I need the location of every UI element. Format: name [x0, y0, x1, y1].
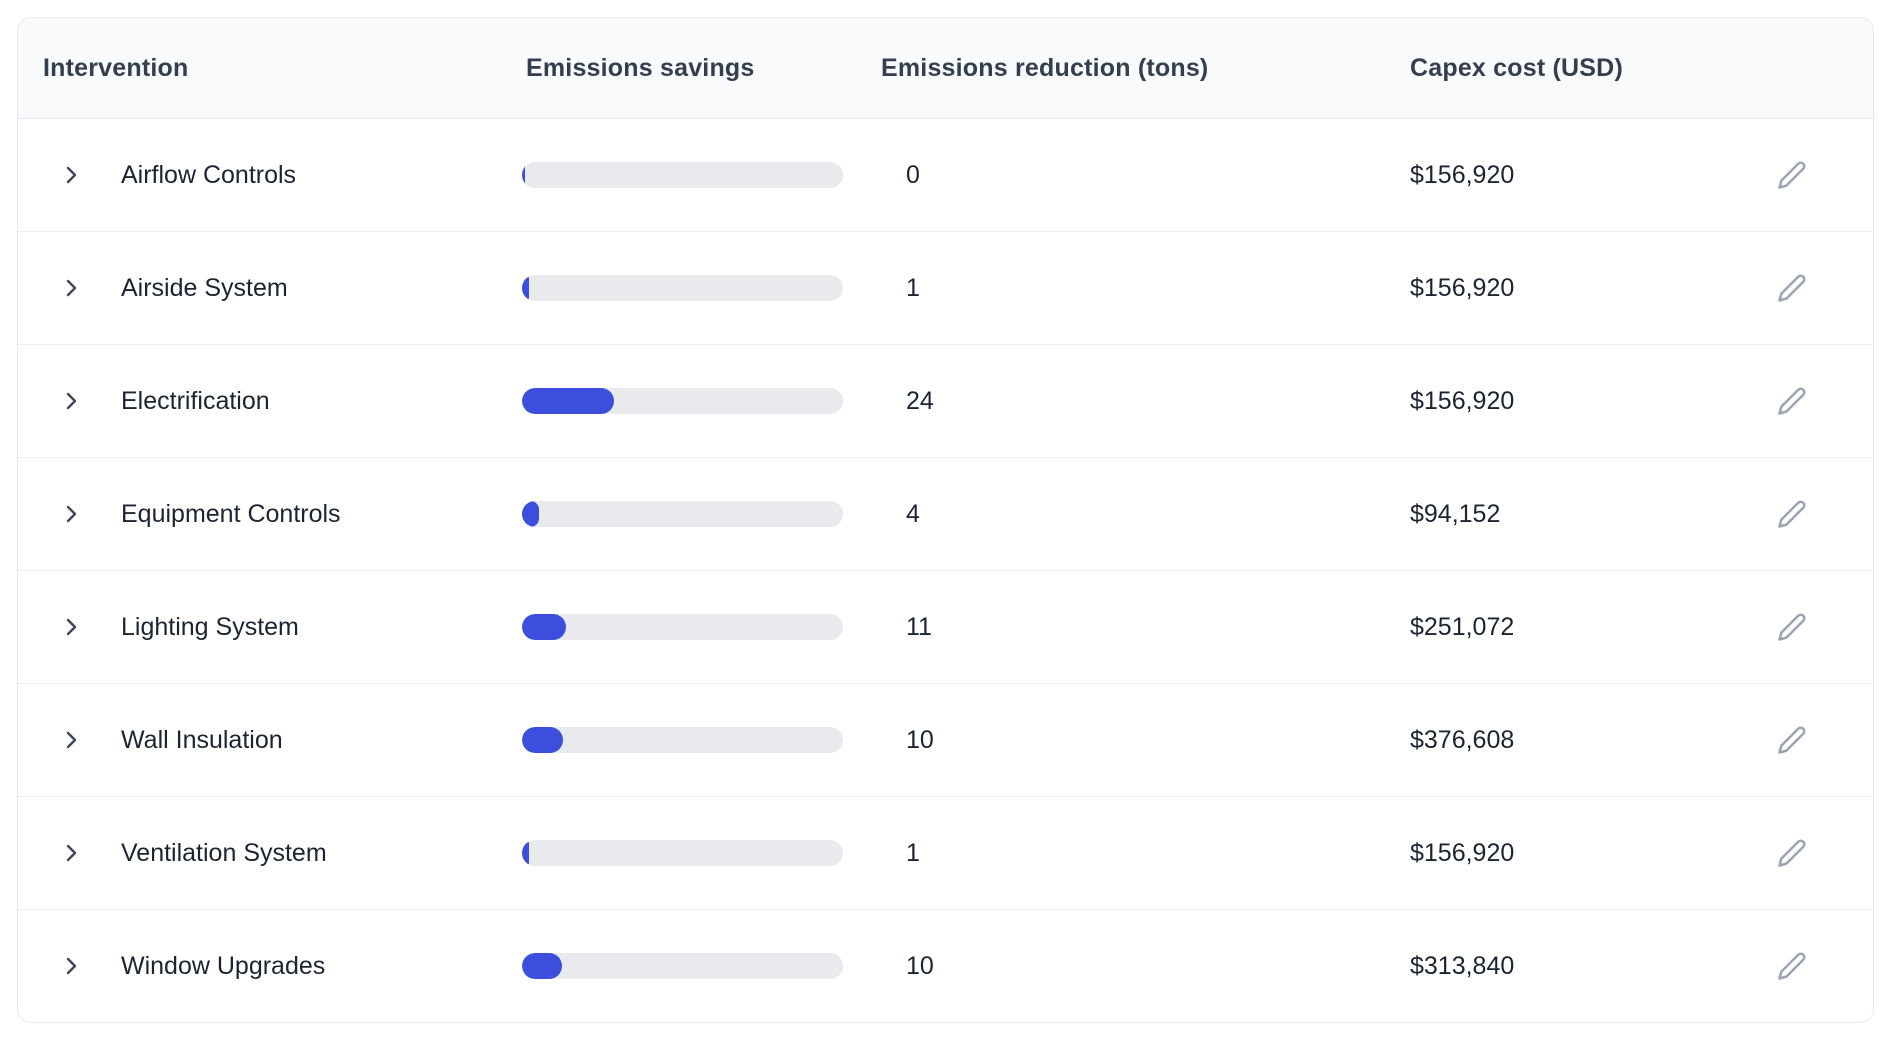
- emissions-savings-bar: [522, 162, 881, 188]
- expand-row-button[interactable]: [58, 501, 84, 527]
- bar-fill: [522, 162, 526, 188]
- bar-fill: [522, 501, 539, 527]
- intervention-name: Electrification: [121, 386, 270, 415]
- column-header-intervention: Intervention: [43, 53, 189, 82]
- table-row[interactable]: Electrification 24 $156,920: [18, 345, 1873, 458]
- edit-row-button[interactable]: [1776, 837, 1808, 869]
- capex-cost-value: $376,608: [1410, 725, 1515, 754]
- bar-track: [522, 388, 843, 414]
- emissions-savings-bar: [522, 953, 881, 979]
- capex-cost-value: $94,152: [1410, 499, 1501, 528]
- expand-row-button[interactable]: [58, 614, 84, 640]
- bar-fill: [522, 275, 530, 301]
- pencil-icon: [1777, 951, 1807, 981]
- pencil-icon: [1777, 386, 1807, 416]
- emissions-savings-bar: [522, 501, 881, 527]
- column-header-emissions-reduction: Emissions reduction (tons): [881, 53, 1209, 82]
- table-row[interactable]: Lighting System 11 $251,072: [18, 571, 1873, 684]
- table-row[interactable]: Window Upgrades 10 $313,840: [18, 910, 1873, 1022]
- edit-row-button[interactable]: [1776, 950, 1808, 982]
- bar-track: [522, 727, 843, 753]
- table-row[interactable]: Ventilation System 1 $156,920: [18, 797, 1873, 910]
- pencil-icon: [1777, 838, 1807, 868]
- table-row[interactable]: Wall Insulation 10 $376,608: [18, 684, 1873, 797]
- pencil-icon: [1777, 725, 1807, 755]
- edit-row-button[interactable]: [1776, 611, 1808, 643]
- table-row[interactable]: Equipment Controls 4 $94,152: [18, 458, 1873, 571]
- capex-cost-value: $313,840: [1410, 951, 1515, 980]
- chevron-right-icon: [59, 502, 83, 526]
- bar-track: [522, 840, 843, 866]
- column-header-capex-cost: Capex cost (USD): [1410, 53, 1623, 82]
- capex-cost-value: $251,072: [1410, 612, 1515, 641]
- intervention-name: Airflow Controls: [121, 160, 297, 189]
- chevron-right-icon: [59, 728, 83, 752]
- chevron-right-icon: [59, 163, 83, 187]
- pencil-icon: [1777, 273, 1807, 303]
- bar-track: [522, 614, 843, 640]
- chevron-right-icon: [59, 389, 83, 413]
- emissions-reduction-value: 10: [906, 725, 934, 754]
- pencil-icon: [1777, 160, 1807, 190]
- table-row[interactable]: Airside System 1 $156,920: [18, 232, 1873, 345]
- intervention-name: Equipment Controls: [121, 499, 341, 528]
- expand-row-button[interactable]: [58, 727, 84, 753]
- edit-row-button[interactable]: [1776, 724, 1808, 756]
- emissions-reduction-value: 11: [906, 612, 932, 641]
- expand-row-button[interactable]: [58, 162, 84, 188]
- edit-row-button[interactable]: [1776, 498, 1808, 530]
- emissions-savings-bar: [522, 727, 881, 753]
- expand-row-button[interactable]: [58, 953, 84, 979]
- chevron-right-icon: [59, 276, 83, 300]
- edit-row-button[interactable]: [1776, 385, 1808, 417]
- expand-row-button[interactable]: [58, 388, 84, 414]
- expand-row-button[interactable]: [58, 840, 84, 866]
- bar-track: [522, 501, 843, 527]
- bar-fill: [522, 614, 566, 640]
- emissions-reduction-value: 0: [906, 160, 920, 189]
- bar-fill: [522, 953, 563, 979]
- capex-cost-value: $156,920: [1410, 838, 1515, 867]
- capex-cost-value: $156,920: [1410, 273, 1515, 302]
- intervention-name: Wall Insulation: [121, 725, 283, 754]
- bar-track: [522, 162, 843, 188]
- intervention-name: Window Upgrades: [121, 951, 326, 980]
- bar-track: [522, 953, 843, 979]
- chevron-right-icon: [59, 615, 83, 639]
- emissions-savings-bar: [522, 388, 881, 414]
- table-row[interactable]: Airflow Controls 0 $156,920: [18, 119, 1873, 232]
- chevron-right-icon: [59, 841, 83, 865]
- emissions-reduction-value: 1: [906, 273, 920, 302]
- emissions-reduction-value: 4: [906, 499, 920, 528]
- emissions-savings-bar: [522, 614, 881, 640]
- chevron-right-icon: [59, 954, 83, 978]
- expand-row-button[interactable]: [58, 275, 84, 301]
- pencil-icon: [1777, 499, 1807, 529]
- bar-fill: [522, 388, 615, 414]
- emissions-reduction-value: 1: [906, 838, 920, 867]
- pencil-icon: [1777, 612, 1807, 642]
- intervention-name: Lighting System: [121, 612, 299, 641]
- bar-fill: [522, 727, 564, 753]
- intervention-name: Ventilation System: [121, 838, 327, 867]
- capex-cost-value: $156,920: [1410, 386, 1515, 415]
- emissions-reduction-value: 24: [906, 386, 934, 415]
- intervention-name: Airside System: [121, 273, 288, 302]
- emissions-savings-bar: [522, 275, 881, 301]
- bar-track: [522, 275, 843, 301]
- bar-fill: [522, 840, 530, 866]
- emissions-reduction-value: 10: [906, 951, 934, 980]
- interventions-table: Intervention Emissions savings Emissions…: [17, 17, 1874, 1023]
- edit-row-button[interactable]: [1776, 159, 1808, 191]
- table-header-row: Intervention Emissions savings Emissions…: [18, 18, 1873, 119]
- emissions-savings-bar: [522, 840, 881, 866]
- edit-row-button[interactable]: [1776, 272, 1808, 304]
- capex-cost-value: $156,920: [1410, 160, 1515, 189]
- column-header-emissions-savings: Emissions savings: [526, 53, 755, 82]
